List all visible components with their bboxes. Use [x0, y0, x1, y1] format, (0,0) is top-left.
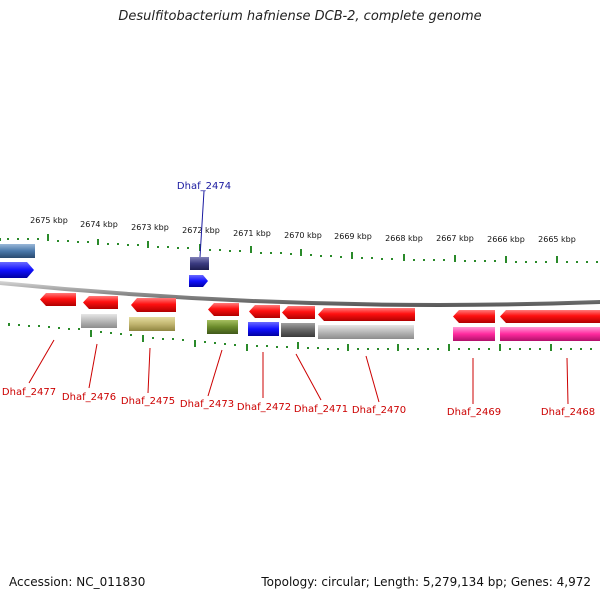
- reverse-strand-red-genes: [40, 293, 600, 323]
- ruler-label: 2668 kbp: [385, 234, 423, 243]
- ruler-label: 2667 kbp: [436, 234, 474, 243]
- ruler-label: 2675 kbp: [30, 216, 68, 225]
- gene-label[interactable]: Dhaf_2476: [62, 392, 116, 403]
- highlighted-gene: Dhaf_2474: [177, 181, 231, 258]
- gene-label[interactable]: Dhaf_2475: [121, 396, 175, 407]
- gene-leader-lines: [28, 339, 569, 405]
- gene-block[interactable]: [453, 327, 495, 341]
- ruler-label: 2671 kbp: [233, 229, 271, 238]
- ruler-label: 2665 kbp: [538, 235, 576, 244]
- ruler-label: 2669 kbp: [334, 232, 372, 241]
- ruler-label: 2672 kbp: [182, 226, 220, 235]
- gene-arrow[interactable]: [208, 303, 239, 316]
- leader-line: [28, 339, 55, 384]
- leader-line: [88, 343, 98, 389]
- gene-arrow[interactable]: [0, 244, 35, 258]
- gene-arrow[interactable]: [249, 305, 280, 318]
- gene-arrow[interactable]: [0, 262, 34, 278]
- forward-strand-genes: [0, 244, 209, 287]
- gene-label[interactable]: Dhaf_2471: [294, 404, 348, 415]
- gene-arrow[interactable]: [131, 298, 176, 312]
- gene-block[interactable]: [248, 322, 279, 336]
- gene-label[interactable]: Dhaf_2468: [541, 407, 595, 418]
- lower-tick-ruler: [8, 323, 592, 351]
- gene-arrow[interactable]: [189, 275, 208, 287]
- gene-arrow[interactable]: [40, 293, 76, 306]
- gene-arrow[interactable]: [453, 310, 495, 323]
- leader-line: [147, 347, 151, 394]
- gene-arrow[interactable]: [500, 310, 600, 323]
- gene-label[interactable]: Dhaf_2472: [237, 402, 291, 413]
- accession-text: Accession: NC_011830: [9, 575, 146, 589]
- leader-line: [207, 349, 223, 397]
- leader-line: [295, 353, 322, 401]
- gene-block[interactable]: [129, 317, 175, 331]
- genome-backbone: [0, 281, 600, 307]
- gene-label[interactable]: Dhaf_2470: [352, 405, 406, 416]
- gene-block[interactable]: [281, 323, 315, 337]
- gene-arrow[interactable]: [282, 306, 315, 319]
- ruler-label: 2666 kbp: [487, 235, 525, 244]
- gene-labels: Dhaf_2477 Dhaf_2476 Dhaf_2475 Dhaf_2473 …: [2, 387, 595, 418]
- gene-block[interactable]: [500, 327, 600, 341]
- gene-arrow[interactable]: [318, 308, 415, 321]
- gene-label[interactable]: Dhaf_2473: [180, 399, 234, 410]
- gene-arrow[interactable]: [190, 257, 209, 270]
- ruler-label: 2670 kbp: [284, 231, 322, 240]
- gene-block[interactable]: [318, 325, 414, 339]
- reverse-strand-colored-genes: [81, 314, 600, 341]
- leader-line: [566, 357, 569, 405]
- ruler-label: 2673 kbp: [131, 223, 169, 232]
- ruler-label: 2674 kbp: [80, 220, 118, 229]
- highlight-leader-line: [199, 190, 205, 258]
- gene-label[interactable]: Dhaf_2477: [2, 387, 56, 398]
- genome-stats-text: Topology: circular; Length: 5,279,134 bp…: [261, 575, 591, 589]
- gene-block[interactable]: [207, 320, 238, 334]
- genome-title: Desulfitobacterium hafniense DCB-2, comp…: [118, 9, 482, 24]
- highlighted-gene-label[interactable]: Dhaf_2474: [177, 181, 231, 192]
- gene-block[interactable]: [81, 314, 117, 328]
- gene-label[interactable]: Dhaf_2469: [447, 407, 501, 418]
- leader-line: [365, 355, 380, 403]
- gene-arrow[interactable]: [83, 296, 118, 309]
- upper-tick-ruler: 2675 kbp 2674 kbp 2673 kbp 2672 kbp 2671…: [0, 216, 598, 263]
- upper-ruler-ticks: [0, 234, 598, 263]
